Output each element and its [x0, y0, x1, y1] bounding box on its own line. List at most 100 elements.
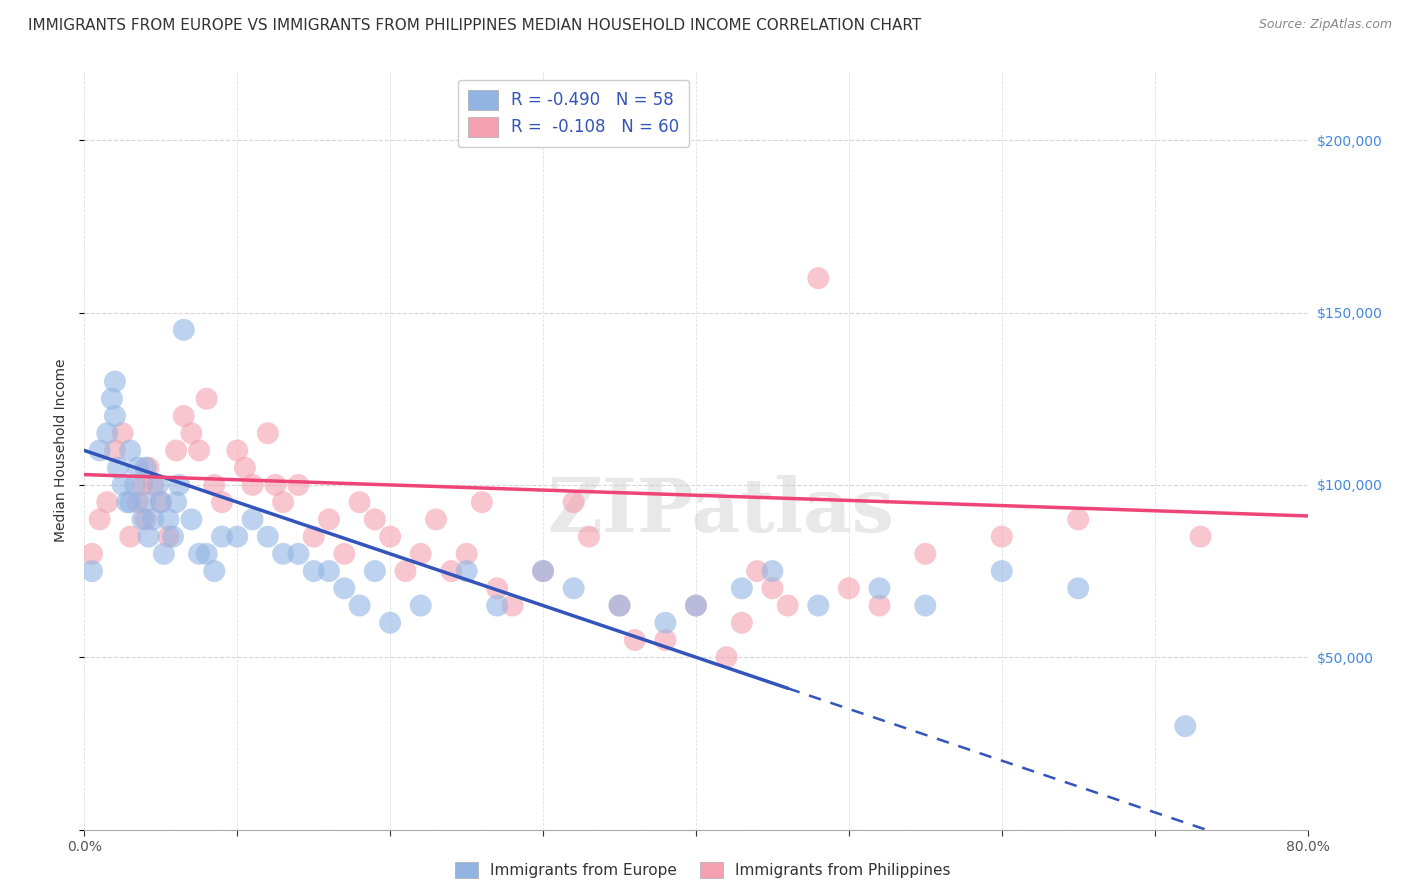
Point	[380, 615, 402, 630]
Point	[531, 564, 554, 578]
Legend: R = -0.490   N = 58, R =  -0.108   N = 60: R = -0.490 N = 58, R = -0.108 N = 60	[458, 79, 689, 147]
Point	[120, 443, 142, 458]
Point	[89, 443, 111, 458]
Point	[195, 547, 218, 561]
Point	[380, 530, 402, 544]
Point	[242, 478, 264, 492]
Point	[747, 564, 769, 578]
Point	[165, 495, 187, 509]
Point	[486, 582, 509, 596]
Point	[96, 426, 118, 441]
Point	[135, 495, 157, 509]
Point	[180, 426, 202, 441]
Legend: Immigrants from Europe, Immigrants from Philippines: Immigrants from Europe, Immigrants from …	[449, 856, 957, 884]
Point	[685, 599, 707, 613]
Point	[188, 547, 211, 561]
Text: Source: ZipAtlas.com: Source: ZipAtlas.com	[1258, 18, 1392, 31]
Point	[531, 564, 554, 578]
Text: IMMIGRANTS FROM EUROPE VS IMMIGRANTS FROM PHILIPPINES MEDIAN HOUSEHOLD INCOME CO: IMMIGRANTS FROM EUROPE VS IMMIGRANTS FRO…	[28, 18, 921, 33]
Point	[578, 530, 600, 544]
Point	[731, 615, 754, 630]
Point	[914, 599, 936, 613]
Point	[731, 582, 754, 596]
Point	[609, 599, 631, 613]
Point	[1189, 530, 1212, 544]
Point	[1067, 582, 1090, 596]
Point	[242, 512, 264, 526]
Point	[287, 547, 309, 561]
Point	[364, 512, 387, 526]
Point	[271, 495, 294, 509]
Point	[333, 582, 356, 596]
Point	[107, 460, 129, 475]
Point	[157, 530, 180, 544]
Point	[271, 547, 294, 561]
Point	[127, 495, 149, 509]
Point	[914, 547, 936, 561]
Point	[101, 392, 124, 406]
Point	[111, 478, 134, 492]
Point	[149, 495, 172, 509]
Point	[138, 460, 160, 475]
Point	[364, 564, 387, 578]
Point	[761, 582, 783, 596]
Point	[624, 633, 647, 648]
Point	[302, 564, 325, 578]
Point	[167, 478, 190, 492]
Point	[157, 512, 180, 526]
Point	[96, 495, 118, 509]
Point	[776, 599, 799, 613]
Point	[394, 564, 416, 578]
Point	[471, 495, 494, 509]
Point	[131, 478, 153, 492]
Point	[761, 564, 783, 578]
Point	[131, 512, 153, 526]
Point	[409, 599, 432, 613]
Point	[456, 564, 478, 578]
Point	[654, 615, 676, 630]
Point	[502, 599, 524, 613]
Point	[226, 443, 249, 458]
Point	[233, 460, 256, 475]
Point	[138, 530, 160, 544]
Point	[173, 409, 195, 423]
Point	[226, 530, 249, 544]
Point	[142, 478, 165, 492]
Point	[991, 564, 1014, 578]
Text: ZIPatlas: ZIPatlas	[547, 475, 894, 548]
Point	[104, 409, 127, 423]
Point	[318, 564, 340, 578]
Point	[349, 495, 371, 509]
Point	[149, 495, 172, 509]
Point	[991, 530, 1014, 544]
Point	[716, 650, 738, 665]
Point	[80, 547, 103, 561]
Point	[115, 495, 138, 509]
Point	[202, 478, 225, 492]
Y-axis label: Median Household Income: Median Household Income	[55, 359, 69, 542]
Point	[869, 582, 891, 596]
Point	[111, 426, 134, 441]
Point	[173, 323, 195, 337]
Point	[124, 478, 146, 492]
Point	[609, 599, 631, 613]
Point	[869, 599, 891, 613]
Point	[80, 564, 103, 578]
Point	[135, 512, 157, 526]
Point	[142, 512, 165, 526]
Point	[135, 460, 157, 475]
Point	[211, 495, 233, 509]
Point	[1067, 512, 1090, 526]
Point	[807, 271, 830, 285]
Point	[440, 564, 463, 578]
Point	[127, 460, 149, 475]
Point	[180, 512, 202, 526]
Point	[838, 582, 860, 596]
Point	[685, 599, 707, 613]
Point	[195, 392, 218, 406]
Point	[257, 530, 280, 544]
Point	[349, 599, 371, 613]
Point	[456, 547, 478, 561]
Point	[302, 530, 325, 544]
Point	[165, 443, 187, 458]
